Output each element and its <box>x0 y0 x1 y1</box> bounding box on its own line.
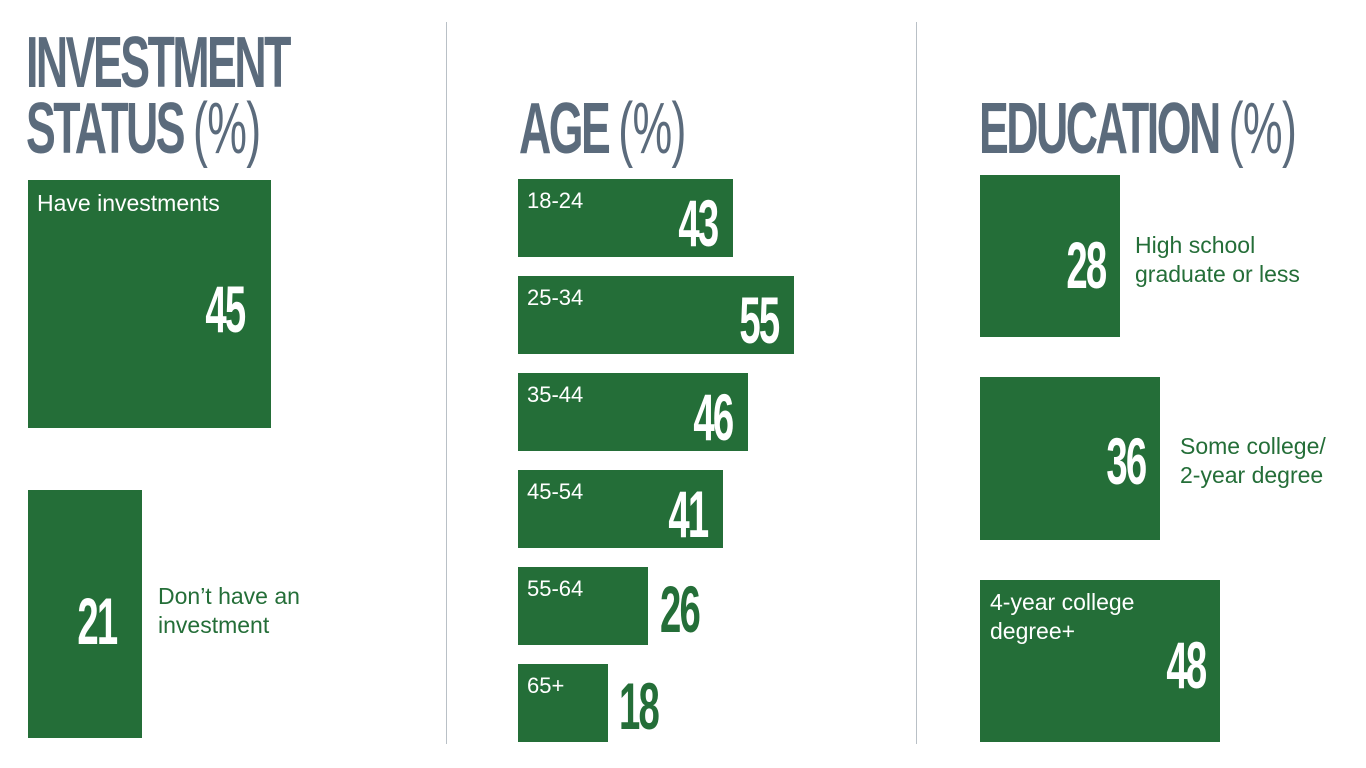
label-four-year: 4-year college degree+ <box>990 588 1134 646</box>
label-some-college-line-2: 2-year degree <box>1180 462 1324 488</box>
bar-high-school <box>980 175 1120 337</box>
investment-title-line-2: STATUS <box>26 89 186 169</box>
label-have-investments: Have investments <box>37 190 220 216</box>
bar-age-25-34 <box>518 276 794 354</box>
label-four-year-line-1: 4-year college <box>990 589 1135 615</box>
value-four-year: 48 <box>1165 628 1207 702</box>
investment-title-unit: (%) <box>192 89 261 169</box>
label-no-investment: Don’t have an investment <box>158 582 300 640</box>
label-high-school-line-2: graduate or less <box>1135 261 1300 287</box>
education-title: EDUCATION (%) <box>979 93 1297 165</box>
label-some-college-line-1: Some college/ <box>1180 433 1326 459</box>
value-have-investments: 45 <box>204 272 246 346</box>
age-title-text: AGE <box>519 89 611 169</box>
education-title-text: EDUCATION <box>979 89 1221 169</box>
education-title-unit: (%) <box>1228 89 1297 169</box>
bar-age-18-24 <box>518 179 733 257</box>
label-some-college: Some college/ 2-year degree <box>1180 432 1326 490</box>
bar-age-55-64 <box>518 567 648 645</box>
investment-title-line-1: INVESTMENT <box>26 23 291 103</box>
value-high-school: 28 <box>1065 228 1107 302</box>
label-age-55-64: 55-64 <box>527 576 584 601</box>
label-age-18-24: 18-24 <box>527 188 584 213</box>
bar-have-investments <box>28 180 271 428</box>
label-age-25-34: 25-34 <box>527 285 584 310</box>
panel-divider-left <box>446 22 447 744</box>
bar-age-65-plus <box>518 664 608 742</box>
bar-no-investment <box>28 490 142 738</box>
value-age-35-44: 46 <box>692 380 734 454</box>
label-four-year-line-2: degree+ <box>990 618 1076 644</box>
label-high-school: High school graduate or less <box>1135 231 1300 289</box>
bar-four-year <box>980 580 1220 742</box>
bar-age-45-54 <box>518 470 723 548</box>
value-age-45-54: 41 <box>667 477 709 551</box>
label-high-school-line-1: High school <box>1135 232 1256 258</box>
age-title: AGE (%) <box>519 93 686 165</box>
value-age-25-34: 55 <box>738 283 780 357</box>
bar-age-35-44 <box>518 373 748 451</box>
age-title-unit: (%) <box>618 89 686 169</box>
value-no-investment: 21 <box>76 584 118 658</box>
label-no-investment-line-2: investment <box>158 612 270 638</box>
value-age-18-24: 43 <box>677 186 719 260</box>
label-no-investment-line-1: Don’t have an <box>158 583 300 609</box>
label-age-45-54: 45-54 <box>527 479 584 504</box>
value-age-65-plus: 18 <box>619 669 660 743</box>
label-age-35-44: 35-44 <box>527 382 584 407</box>
investment-status-title: INVESTMENT STATUS (%) <box>26 27 291 165</box>
bar-some-college <box>980 377 1160 540</box>
label-age-65-plus: 65+ <box>527 673 565 698</box>
panel-divider-right <box>916 22 917 744</box>
value-age-55-64: 26 <box>660 572 701 646</box>
value-some-college: 36 <box>1105 424 1147 498</box>
